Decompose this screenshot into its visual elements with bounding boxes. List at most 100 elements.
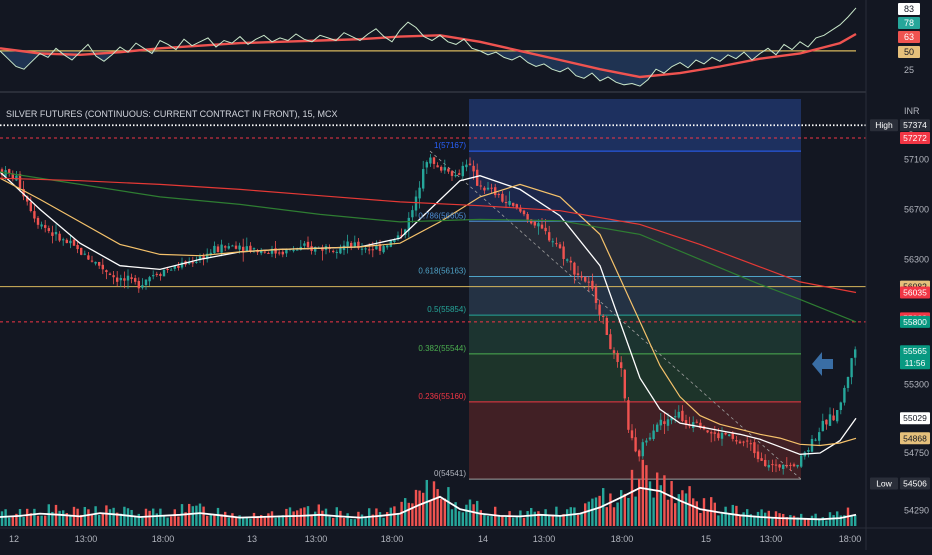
candle-body bbox=[760, 458, 763, 461]
candle-body bbox=[558, 244, 562, 249]
volume-bar bbox=[206, 515, 209, 526]
volume-bar bbox=[436, 489, 439, 526]
candle-body bbox=[162, 269, 166, 277]
fibonacci-trend-line bbox=[429, 150, 802, 480]
rsi-panel[interactable] bbox=[0, 7, 857, 87]
price-badges: 57374High5727256082560355582855800555651… bbox=[870, 119, 930, 490]
fib-zone-0.618 bbox=[469, 276, 801, 316]
volume-bar bbox=[724, 506, 727, 526]
candle-body bbox=[846, 376, 850, 388]
volume-bar bbox=[440, 499, 443, 526]
candle-body bbox=[260, 250, 263, 254]
volume-bar bbox=[231, 513, 234, 526]
rsi-fast-line bbox=[0, 7, 857, 87]
candle-body bbox=[526, 214, 529, 220]
candle-body bbox=[782, 464, 785, 469]
volume-bar bbox=[706, 510, 709, 526]
price-axis[interactable]: 83 78 63 50 25 INR kg 542905475055300563… bbox=[865, 0, 932, 550]
volume-bar bbox=[375, 508, 378, 526]
candle-body bbox=[270, 248, 274, 254]
ma_red-line bbox=[0, 177, 857, 294]
volume-bar bbox=[216, 507, 220, 526]
rsi-fast-label: 83 bbox=[904, 4, 914, 14]
fib-label-0: 0(54541) bbox=[434, 469, 466, 478]
rsi-ma-label: 78 bbox=[904, 18, 914, 28]
candle-body bbox=[425, 162, 428, 168]
price-tag-label-high: High bbox=[875, 120, 893, 130]
fib-label-0.382: 0.382(55544) bbox=[418, 344, 466, 353]
candle-body bbox=[447, 168, 450, 172]
candle-body bbox=[684, 420, 688, 426]
fib-label-0.236: 0.236(55160) bbox=[418, 392, 466, 401]
volume-bar bbox=[461, 512, 464, 526]
candle-body bbox=[648, 437, 652, 440]
volume-bar bbox=[80, 514, 83, 526]
volume-bar bbox=[285, 508, 288, 526]
volume-bar bbox=[184, 512, 187, 526]
volume-bar bbox=[425, 479, 428, 526]
fib-zone-0.5 bbox=[469, 315, 801, 354]
candle-body bbox=[551, 241, 554, 243]
volume-bar bbox=[188, 503, 191, 526]
candle-body bbox=[472, 165, 475, 172]
volume-bar bbox=[717, 515, 720, 526]
candle-body bbox=[854, 349, 857, 358]
candle-body bbox=[137, 280, 140, 289]
price-panel[interactable]: 1(57167) 0.786(56605) 0.618(56163) 0.5(5585… bbox=[0, 124, 866, 526]
volume-bar bbox=[418, 490, 421, 526]
volume-bar bbox=[562, 514, 565, 526]
candle-body bbox=[652, 430, 655, 439]
volume-bar bbox=[605, 507, 608, 526]
candle-body bbox=[51, 232, 54, 236]
volume-bar bbox=[558, 515, 562, 526]
candle-body bbox=[62, 239, 65, 241]
price-badge-55565 bbox=[900, 345, 930, 370]
fib-zone-1 bbox=[469, 151, 801, 222]
volume-bar bbox=[40, 515, 43, 526]
volume-bar bbox=[220, 514, 223, 526]
candle-body bbox=[814, 439, 817, 441]
candle-body bbox=[364, 248, 367, 250]
time-axis[interactable]: 12 13:00 18:00 13 13:00 18:00 14 13:00 18:00 15 13… bbox=[9, 534, 861, 544]
candle-body bbox=[418, 187, 421, 199]
candle-body bbox=[497, 194, 500, 196]
candle-body bbox=[645, 440, 648, 443]
volume-bar bbox=[422, 492, 425, 526]
volume-bar bbox=[224, 511, 227, 526]
volume-bar bbox=[803, 519, 806, 526]
volume-bar bbox=[202, 506, 205, 526]
candle-body bbox=[353, 242, 356, 247]
volume-bar bbox=[641, 459, 644, 526]
volume-bar bbox=[393, 506, 396, 526]
volume-bar bbox=[756, 511, 760, 526]
candle-body bbox=[638, 450, 641, 457]
candle-body bbox=[465, 164, 468, 168]
candle-body bbox=[278, 252, 281, 254]
candle-body bbox=[252, 248, 256, 250]
volume-bar bbox=[364, 517, 367, 526]
volume-bar bbox=[548, 514, 551, 526]
volume-bar bbox=[540, 514, 544, 526]
volume-bar bbox=[497, 515, 500, 526]
candle-body bbox=[796, 464, 799, 467]
volume-bar bbox=[170, 516, 173, 526]
volume-bar bbox=[666, 499, 670, 526]
candle-body bbox=[346, 241, 349, 247]
candle-body bbox=[130, 277, 133, 280]
candle-body bbox=[249, 245, 252, 252]
volume-bar bbox=[648, 481, 652, 526]
volume-bar bbox=[155, 513, 158, 526]
candle-body bbox=[584, 276, 587, 282]
candle-body bbox=[695, 421, 698, 423]
volume-bar bbox=[843, 515, 846, 526]
candle-body bbox=[774, 464, 778, 466]
ma_green-line bbox=[0, 171, 857, 323]
volume-bar bbox=[353, 519, 356, 526]
time-tick: 18:00 bbox=[381, 534, 404, 544]
volume-bar bbox=[486, 516, 490, 526]
volume-bar bbox=[350, 518, 353, 526]
price-tick-54750: 54750 bbox=[904, 448, 929, 458]
volume-bar bbox=[490, 516, 493, 526]
candle-body bbox=[591, 280, 594, 289]
